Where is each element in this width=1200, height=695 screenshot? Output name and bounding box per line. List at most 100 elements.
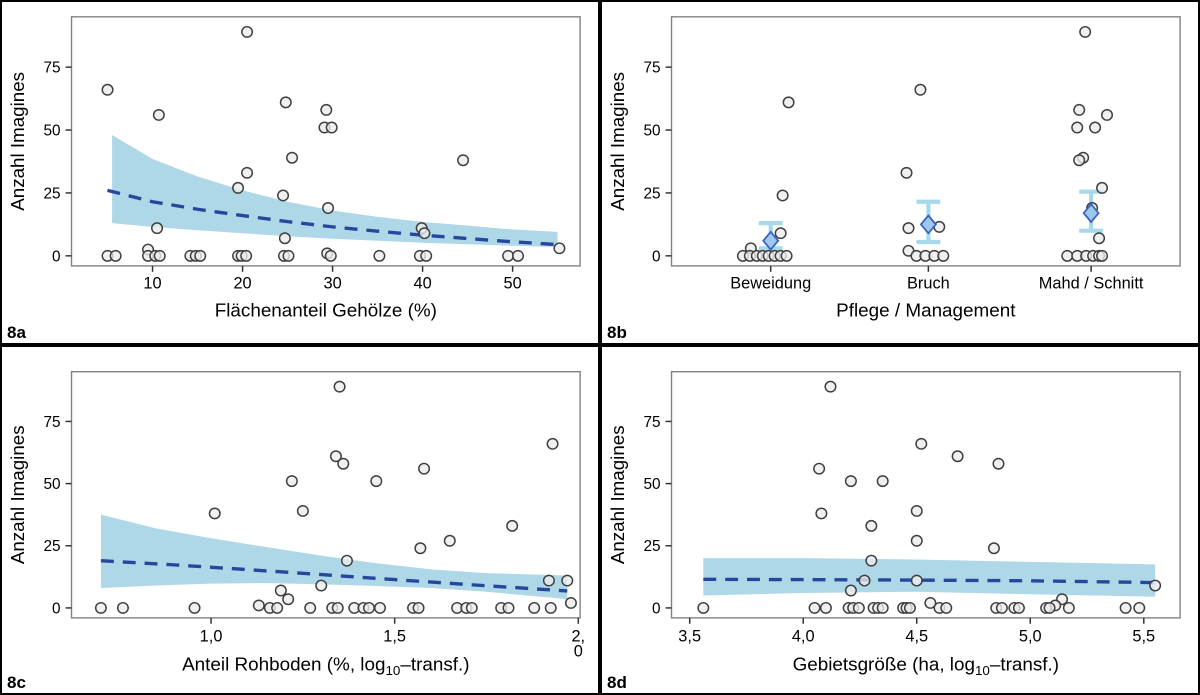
data-point [94,601,107,614]
chart-8b-strip-plot: 0 25 50 75 Beweidung Bruch Mahd / Schnitt Pfleg… [607,16,1181,320]
data-point [544,601,557,614]
data-point [329,450,342,463]
data-point [697,601,710,614]
data-point [208,507,221,520]
data-point [420,249,433,262]
data-point [852,601,865,614]
data-point [506,519,519,532]
x-category-label: Mahd / Schnitt [1039,275,1144,293]
data-point [315,579,328,592]
data-point [937,249,950,262]
data-point [1079,25,1092,38]
y-tick-label: 75 [43,414,60,431]
data-point [252,599,265,612]
data-point [776,189,789,202]
data-point [279,96,292,109]
data-point [1043,601,1056,614]
data-point [1093,232,1106,245]
x-category-label: Beweidung [730,275,811,293]
y-tick-label: 50 [643,123,660,140]
data-point [337,457,350,470]
data-point [903,601,916,614]
data-point [924,596,937,609]
data-point [324,249,337,262]
panel-label-8a: 8a [7,323,26,342]
x-category-label: Bruch [907,275,950,293]
data-point [418,462,431,475]
data-point [282,593,295,606]
data-point [362,601,375,614]
data-point [153,249,166,262]
data-point [819,601,832,614]
data-point [304,601,317,614]
x-tick-label: 1,5 [383,628,406,646]
data-point [370,475,383,488]
data-point [987,542,1000,555]
data-point [116,601,129,614]
data-point [373,249,386,262]
data-point [542,574,555,587]
panel-8d: 0 25 50 75 3,5 4,0 4,5 5,0 5,5 Gebietsgröße (ha, … [600,345,1200,695]
panel-8b: 0 25 50 75 Beweidung Bruch Mahd / Schnitt Pfleg… [600,0,1200,345]
y-tick-label: 75 [43,60,60,77]
x-tick-label: 3,5 [678,628,701,646]
data-point [1073,103,1086,116]
data-point [1071,121,1084,134]
confidence-band [112,135,558,248]
data-point [152,108,165,121]
data-point [1073,154,1086,167]
data-point [331,601,344,614]
data-point [274,584,287,597]
y-tick-label: 0 [52,248,61,265]
x-axis-title: Pflege / Management [836,299,1016,320]
data-point [232,181,245,194]
data-point [876,475,889,488]
data-point [940,601,953,614]
chart-8d-scatter: 0 25 50 75 3,5 4,0 4,5 5,0 5,5 Gebietsgröße (ha, … [607,371,1181,678]
data-point [951,450,964,463]
data-point [902,222,915,235]
y-axis-title: Anzahl Imagines [7,72,28,211]
x-axis-title: Flächenanteil Gehölze (%) [215,299,437,320]
data-point [1101,108,1114,121]
data-point [1096,181,1109,194]
y-tick-label: 50 [43,476,60,493]
data-point [865,519,878,532]
data-point [774,227,787,240]
data-point [241,166,254,179]
data-point [813,462,826,475]
x-axis-title: Anteil Rohboden (%, log10–transf.) [182,653,469,678]
data-point [815,507,828,520]
data-point [900,166,913,179]
y-axis-title: Anzahl Imagines [607,72,628,211]
data-point [1096,249,1109,262]
data-point [844,475,857,488]
y-axis-title: Anzahl Imagines [7,425,28,564]
data-point [418,227,431,240]
data-point [546,437,559,450]
data-point [1119,601,1132,614]
y-tick-label: 75 [643,60,660,77]
x-tick-label: 5,5 [1132,628,1155,646]
panel-label-8c: 8c [7,673,26,692]
data-point [101,83,114,96]
mean-diamond [919,214,937,235]
data-point [910,504,923,517]
y-tick-label: 25 [43,185,60,202]
data-point [296,504,309,517]
data-point [325,121,338,134]
x-axis-title: Gebietsgröße (ha, log10–transf.) [793,653,1059,678]
data-point [373,601,386,614]
data-point [824,380,837,393]
chart-8c-scatter: 0 25 50 75 1,0 1,5 2, 0 Anteil Rohboden (%, log1… [7,371,585,678]
data-point [502,601,515,614]
data-point [457,154,470,167]
panel-label-8d: 8d [607,673,627,692]
data-point [465,601,478,614]
data-point [1149,579,1162,592]
data-point [241,25,254,38]
data-point [528,601,541,614]
data-point [915,437,928,450]
data-point [992,457,1005,470]
y-tick-label: 0 [652,600,661,617]
